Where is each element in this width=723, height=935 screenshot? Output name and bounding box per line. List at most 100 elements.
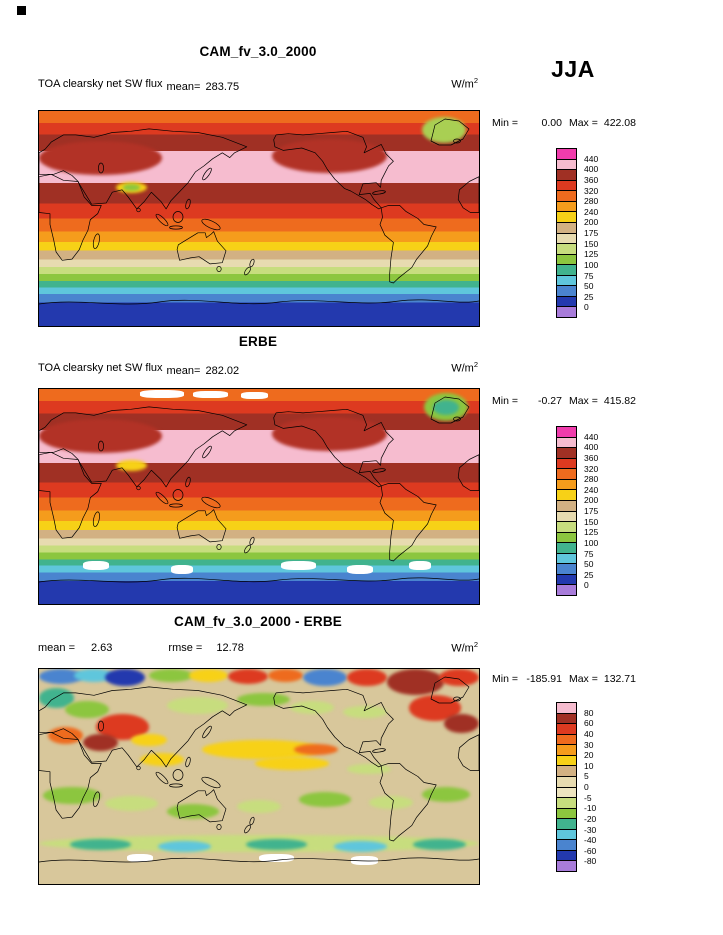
panel1-units-text: W/m xyxy=(451,78,474,91)
map-diff xyxy=(38,668,480,885)
colorbar-cell xyxy=(557,190,576,201)
colorbar-cell xyxy=(557,447,576,458)
colorbar-cell xyxy=(557,563,576,574)
panel1-units-exponent: 2 xyxy=(473,76,478,85)
colorbar-cell xyxy=(557,807,576,819)
panel3-rmse-value: 12.78 xyxy=(216,642,244,654)
colorbar-tick-label: 125 xyxy=(584,249,599,259)
panel3-units-label: W/m2 xyxy=(38,640,478,655)
panel2-variable-label: TOA clearsky net SW flux xyxy=(38,362,163,374)
colorbar-cell xyxy=(557,860,576,871)
colorbar-tick-label: 40 xyxy=(584,728,594,739)
panel1-title: CAM_fv_3.0_2000 xyxy=(199,44,317,59)
map-feature-blob xyxy=(39,669,83,685)
colorbar-cell xyxy=(557,754,576,766)
panel2-max-label: Max = xyxy=(568,395,598,407)
colorbar-tick-label: 0 xyxy=(584,580,589,591)
map-erbe-features-layer xyxy=(39,389,479,604)
map-feature-blob xyxy=(65,701,110,719)
panel3-max-value: 132.71 xyxy=(603,673,636,685)
colorbar-tick-label: 100 xyxy=(584,259,599,270)
panel2-mean-group: mean= 282.02 xyxy=(167,365,240,377)
colorbar-tick-label: 400 xyxy=(584,164,599,174)
map-feature-blob xyxy=(149,669,193,682)
colorbar-tick-label: 75 xyxy=(584,270,594,281)
colorbar-cam-labels: 440 400 360 320 280 240 200 175 150 125 100 75 50 25 0 xyxy=(584,148,628,318)
colorbar-cell xyxy=(557,253,576,265)
panel2-units-text: W/m xyxy=(451,362,474,375)
map-feature-blob xyxy=(127,853,154,863)
map-feature-blob xyxy=(140,390,185,398)
colorbar-cell xyxy=(557,179,576,191)
map-feature-blob xyxy=(228,669,268,685)
map-feature-blob xyxy=(171,565,193,574)
map-feature-blob xyxy=(188,669,229,682)
colorbar-tick-label: 0 xyxy=(584,781,589,792)
panel2-title: ERBE xyxy=(238,334,278,349)
colorbar-tick-label: -30 xyxy=(584,824,597,835)
panel1-minmax: Min = 0.00 Max = 422.08 xyxy=(492,117,712,129)
colorbar-erbe-labels: 440 400 360 320 280 240 200 175 150 125 100 75 50 25 0 xyxy=(584,426,628,596)
colorbar-cell xyxy=(557,243,576,254)
colorbar-cell xyxy=(557,306,576,317)
map-feature-blob xyxy=(201,739,321,760)
map-feature-blob xyxy=(39,419,163,454)
map-feature-blob xyxy=(369,795,413,809)
colorbar-cell xyxy=(557,295,576,307)
colorbar-cell xyxy=(557,573,576,585)
colorbar-tick-label: 280 xyxy=(584,473,599,484)
colorbar-tick-label: 240 xyxy=(584,484,599,495)
panel1-max-label: Max = xyxy=(568,117,598,129)
map-feature-blob xyxy=(439,669,479,687)
colorbar-cell xyxy=(557,221,576,233)
colorbar-tick-label: 200 xyxy=(584,495,599,506)
panel1-mean-label: mean= xyxy=(166,81,201,93)
map-feature-blob xyxy=(333,841,387,852)
map-feature-blob xyxy=(131,733,167,747)
panel2-max-value: 415.82 xyxy=(603,395,636,407)
map-feature-blob xyxy=(289,701,334,715)
colorbar-diff-cells xyxy=(556,702,577,872)
panel2-minmax: Min = -0.27 Max = 415.82 xyxy=(492,395,712,407)
map-diff-features-layer xyxy=(39,669,479,884)
colorbar-cell xyxy=(557,478,576,490)
map-feature-blob xyxy=(351,856,378,865)
panel3-min-value: -185.91 xyxy=(526,673,562,685)
panel2-min-value: -0.27 xyxy=(538,395,562,407)
map-feature-blob xyxy=(347,763,391,775)
map-feature-blob xyxy=(254,757,330,771)
panel3-max-label: Max = xyxy=(568,673,598,685)
colorbar-tick-label: 320 xyxy=(584,463,599,474)
colorbar-cell xyxy=(557,274,576,286)
colorbar-erbe-cells xyxy=(556,426,577,596)
colorbar-cell xyxy=(557,457,576,469)
colorbar-cell xyxy=(557,499,576,511)
colorbar-cell xyxy=(557,264,576,275)
colorbar-tick-label: 0 xyxy=(584,302,589,313)
colorbar-tick-label: 50 xyxy=(584,558,594,569)
panel1-min-label: Min = xyxy=(492,117,518,129)
colorbar-tick-label: 60 xyxy=(584,718,594,728)
panel3-mean-label: mean = xyxy=(38,642,75,654)
panel2-mean-label: mean= xyxy=(166,365,201,377)
panel1-min-value: 0.00 xyxy=(541,117,562,129)
colorbar-cell xyxy=(557,733,576,745)
colorbar-cell xyxy=(557,232,576,244)
colorbar-tick-label: -5 xyxy=(584,792,592,803)
colorbar-cell xyxy=(557,211,576,222)
colorbar-tick-label: -40 xyxy=(584,834,597,845)
map-feature-blob xyxy=(432,399,460,415)
colorbar-cell xyxy=(557,703,576,713)
colorbar-tick-label: 440 xyxy=(584,153,599,164)
colorbar-tick-label: -80 xyxy=(584,856,597,867)
colorbar-cell xyxy=(557,285,576,296)
colorbar-tick-label: 30 xyxy=(584,739,594,750)
panel1-mean-value: 283.75 xyxy=(205,81,240,93)
colorbar-tick-label: 175 xyxy=(584,227,599,238)
panel1-subtitle: TOA clearsky net SW flux mean= 283.75 xyxy=(38,78,478,93)
colorbar-diff: 80 60 40 30 20 10 5 0 -5 -10 -20 -30 -40 -60 -80 xyxy=(556,702,596,872)
colorbar-cell xyxy=(557,552,576,564)
colorbar-tick-label: -20 xyxy=(584,813,597,824)
map-feature-blob xyxy=(443,714,479,734)
